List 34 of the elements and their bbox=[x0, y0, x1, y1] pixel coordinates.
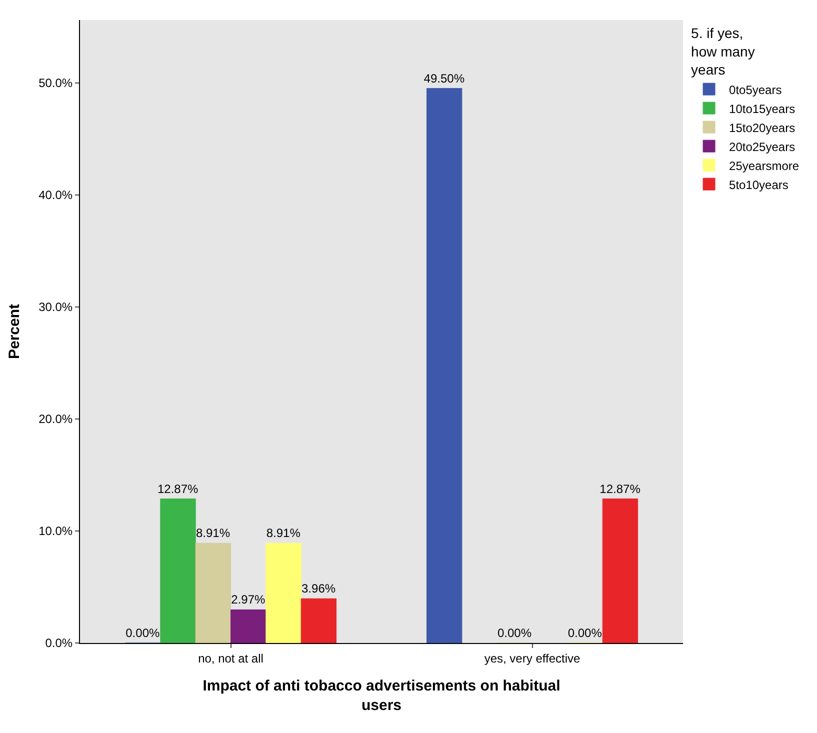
y-tick-label: 50.0% bbox=[38, 76, 73, 90]
data-label: 3.96% bbox=[302, 582, 336, 596]
data-label: 12.87% bbox=[157, 482, 199, 496]
legend-label: 0to5years bbox=[729, 82, 782, 97]
y-tick-label: 30.0% bbox=[38, 300, 73, 314]
data-label: 0.00% bbox=[126, 626, 160, 640]
bar bbox=[266, 542, 302, 643]
data-label: 0.00% bbox=[497, 626, 532, 640]
legend-label: 5to10years bbox=[729, 178, 788, 192]
bar bbox=[300, 598, 337, 643]
data-label: 2.97% bbox=[231, 592, 266, 607]
bar bbox=[230, 609, 266, 643]
data-label: 8.91% bbox=[196, 526, 230, 540]
y-tick-label: 0.0% bbox=[45, 636, 73, 650]
y-axis-title: Percent bbox=[6, 304, 23, 360]
x-axis-title: Impact of anti tobacco advertisements on habitual users bbox=[202, 677, 560, 714]
bar bbox=[195, 542, 231, 643]
bar bbox=[602, 498, 638, 643]
y-tick-label: 40.0% bbox=[38, 188, 73, 202]
x-tick-label: no, not at all bbox=[198, 651, 264, 666]
data-label: 49.50% bbox=[424, 71, 465, 86]
data-label: 8.91% bbox=[266, 526, 301, 540]
legend-title: 5. if yes, how many years bbox=[691, 25, 755, 78]
bar bbox=[426, 88, 462, 643]
legend-label: 20to25years bbox=[729, 140, 796, 154]
data-label: 0.00% bbox=[568, 626, 602, 640]
legend-label: 15to20years bbox=[729, 120, 796, 135]
legend-label: 10to15years bbox=[729, 102, 796, 116]
data-label: 12.87% bbox=[600, 482, 641, 496]
legend-label: 25yearsmore bbox=[729, 158, 800, 173]
y-tick-label: 10.0% bbox=[38, 524, 73, 538]
x-tick-label: yes, very effective bbox=[484, 651, 580, 666]
bar bbox=[160, 498, 196, 643]
y-tick-label: 20.0% bbox=[38, 412, 73, 426]
